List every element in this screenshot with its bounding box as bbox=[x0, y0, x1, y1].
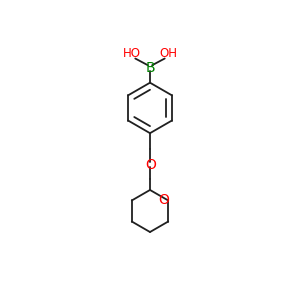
Text: O: O bbox=[158, 194, 169, 208]
Text: B: B bbox=[145, 61, 155, 75]
Text: HO: HO bbox=[123, 47, 141, 60]
Text: O: O bbox=[146, 158, 157, 172]
Text: OH: OH bbox=[159, 47, 177, 60]
